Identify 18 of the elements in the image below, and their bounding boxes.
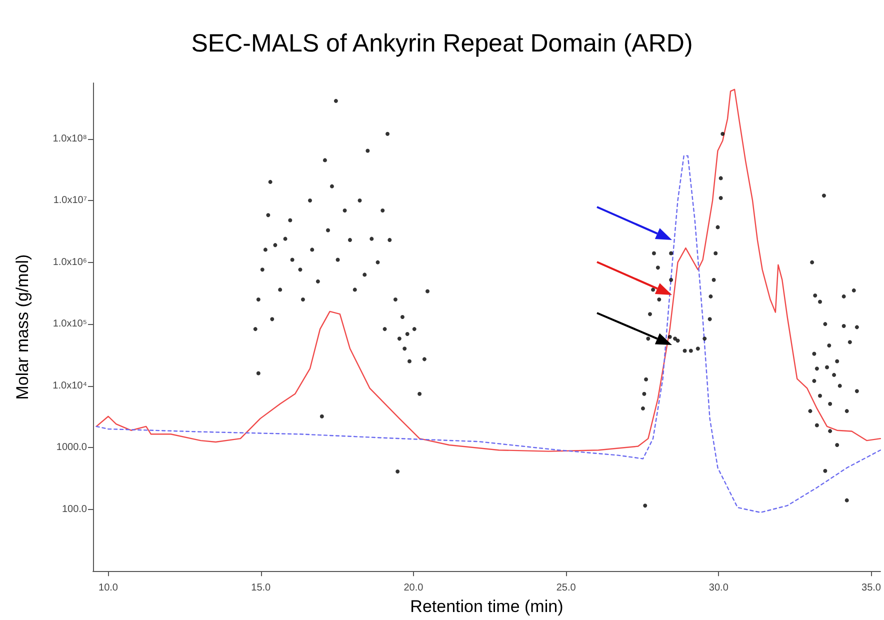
chart-title: SEC-MALS of Ankyrin Repeat Domain (ARD): [191, 30, 693, 58]
x-tick-label: 30.0: [708, 582, 729, 594]
y-tick-label: 100.0: [62, 504, 88, 515]
y-axis-title: Molar mass (g/mol): [13, 254, 32, 400]
line-series: [96, 155, 882, 514]
x-tick-label: 20.0: [404, 582, 424, 594]
y-tick-label: 1.0x10⁶: [52, 256, 87, 268]
y-tick-label: 1.0x10⁵: [52, 318, 87, 330]
x-axis-title: Retention time (min): [410, 597, 564, 616]
y-tick-label: 1.0x10⁸: [52, 133, 87, 144]
y-tick-label: 1.0x10⁷: [53, 195, 88, 206]
x-tick-label: 25.0: [556, 582, 576, 594]
y-tick-label: 1.0x10⁴: [52, 380, 87, 392]
line-series: [96, 88, 882, 452]
x-tick-label: 10.0: [98, 582, 118, 594]
x-tick-label: 15.0: [251, 582, 272, 594]
x-tick-label: 35.0: [862, 582, 882, 594]
y-tick-label: 1000.0: [56, 442, 88, 454]
